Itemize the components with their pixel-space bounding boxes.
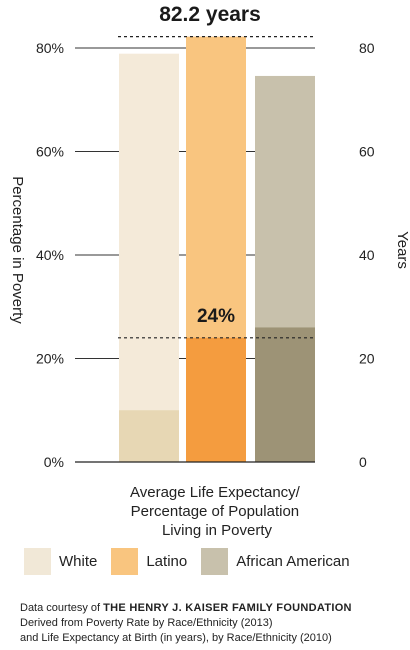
y-tick-label-right: 60 [359, 144, 375, 160]
legend-item-latino: Latino [111, 548, 187, 575]
legend-swatch-african-american [201, 548, 229, 575]
poverty-bar-latino [186, 337, 246, 462]
x-axis-label: Average Life Expectancy/ Percentage of P… [130, 484, 304, 539]
source-note: Data courtesy of THE HENRY J. KAISER FAM… [20, 601, 405, 646]
poverty-bar-white [119, 410, 179, 462]
poverty-annotation: 24% [197, 306, 235, 327]
x-axis-label-line: Percentage of Population [131, 503, 299, 520]
y-tick-label-right: 80 [359, 40, 375, 56]
legend-item-african-american: African American [201, 548, 350, 575]
y-tick-label-right: 20 [359, 351, 375, 367]
y-tick-label-left: 0% [44, 454, 64, 470]
y-tick-label-left: 40% [36, 247, 64, 263]
legend: White Latino African American [24, 548, 364, 575]
y-tick-label-left: 60% [36, 144, 64, 160]
legend-label: African American [236, 553, 350, 570]
source-line: Derived from Poverty Rate by Race/Ethnic… [20, 617, 273, 629]
y-axis-label-right: Years [394, 231, 410, 269]
y-tick-label-left: 80% [36, 40, 64, 56]
x-axis-label-line: Living in Poverty [162, 522, 273, 539]
legend-swatch-latino [111, 548, 139, 575]
life-expectancy-bar-white [119, 53, 179, 462]
chart-title: 82.2 years [159, 3, 261, 26]
source-organization: THE HENRY J. KAISER FAMILY FOUNDATION [103, 602, 352, 614]
y-tick-label-right: 0 [359, 454, 367, 470]
y-tick-label-left: 20% [36, 351, 64, 367]
x-axis-label-line: Average Life Expectancy/ [130, 484, 301, 501]
source-prefix: Data courtesy of [20, 602, 104, 614]
chart: 82.2 years Percentage in Poverty Years 0… [9, 3, 410, 539]
source-line: and Life Expectancy at Birth (in years),… [20, 632, 332, 644]
legend-item-white: White [24, 548, 97, 575]
source-line: Data courtesy of THE HENRY J. KAISER FAM… [20, 601, 405, 616]
poverty-bar-african-american [255, 327, 315, 462]
y-tick-label-right: 40 [359, 247, 375, 263]
y-axis-label-left: Percentage in Poverty [9, 176, 26, 324]
legend-label: Latino [146, 553, 188, 570]
legend-swatch-white [24, 548, 51, 575]
legend-label: White [59, 553, 98, 570]
